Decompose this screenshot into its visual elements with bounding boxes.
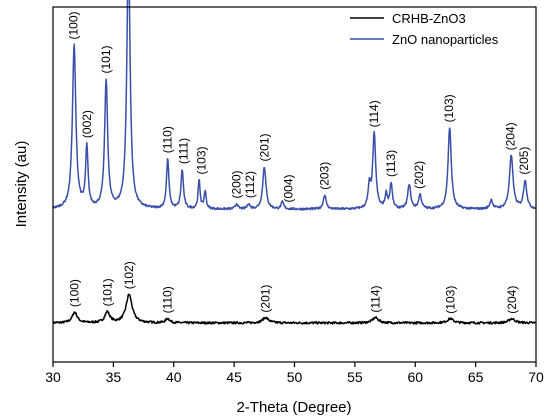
- x-tick-label: 50: [287, 369, 303, 385]
- peak-label: (101): [100, 278, 114, 306]
- peak-label: (201): [259, 285, 273, 313]
- x-tick-label: 40: [166, 369, 182, 385]
- peak-labels-layer: (100) (101) (102) (110) (201) (114) (103) (204)…: [67, 11, 531, 314]
- peak-label: (114): [367, 100, 381, 127]
- peak-label: (102): [122, 261, 136, 289]
- x-tick-label: 35: [106, 369, 122, 385]
- peak-label: (002): [80, 110, 94, 138]
- peak-label: (113): [384, 150, 398, 177]
- peak-label: (004): [282, 174, 296, 202]
- legend: CRHB-ZnO3 ZnO nanoparticles: [350, 11, 499, 47]
- peak-label: (114): [368, 285, 382, 312]
- x-tick-label: 70: [528, 369, 544, 385]
- peak-label: (204): [505, 286, 519, 314]
- peak-label: (103): [443, 286, 457, 314]
- legend-label-crhb-zno3: CRHB-ZnO3: [392, 11, 466, 26]
- x-axis-title: 2-Theta (Degree): [236, 399, 351, 416]
- peak-label: (110): [161, 126, 175, 153]
- peak-label: (103): [195, 146, 209, 174]
- peak-label: (204): [504, 122, 518, 150]
- series-line-0: [52, 293, 537, 325]
- x-tick-label: 30: [45, 369, 61, 385]
- legend-label-zno-nanoparticles: ZnO nanoparticles: [392, 32, 499, 47]
- x-tick-label: 65: [468, 369, 484, 385]
- peak-label: (112): [243, 171, 257, 198]
- peak-label: (110): [161, 286, 175, 313]
- x-tick-label: 45: [226, 369, 242, 385]
- peak-label: (103): [442, 94, 456, 122]
- series-line-1: [52, 0, 537, 211]
- peak-label: (203): [318, 162, 332, 190]
- peak-label: (100): [68, 279, 82, 307]
- x-axis-ticks: 30 35 40 45 50 55 60 65 70: [45, 362, 544, 385]
- peak-label: (205): [517, 147, 531, 175]
- peak-label: (111): [176, 138, 190, 164]
- x-tick-label: 60: [407, 369, 423, 385]
- x-tick-label: 55: [347, 369, 363, 385]
- peak-label: (101): [99, 45, 113, 73]
- peak-label: (100): [67, 11, 81, 39]
- peak-label: (200): [230, 170, 244, 198]
- peak-label: (201): [257, 133, 271, 161]
- series-layer: [52, 0, 537, 325]
- y-axis-title: Intensity (au): [13, 141, 30, 228]
- peak-label: (202): [412, 161, 426, 189]
